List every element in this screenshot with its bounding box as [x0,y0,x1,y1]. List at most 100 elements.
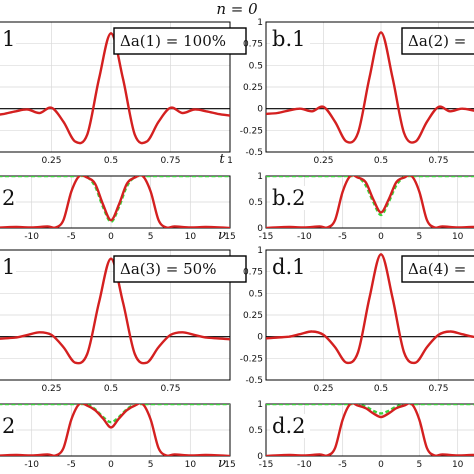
figure-title: n = 0 [216,0,258,18]
y-tick-label: -0.25 [240,354,263,364]
series-signal-line [266,404,474,456]
series-group [266,404,474,456]
x-tick-label: 0 [378,460,384,470]
x-tick-label: 0.75 [160,384,180,394]
panels: 0.25 0.5 0.75 1t1 Δa(1) = 100%0.25 0.5 0.75-0.… [0,18,474,471]
delta-box-label: Δa(1) = 100% [120,32,226,50]
series-signal-line [266,176,474,228]
delta-box [113,255,247,283]
panel-a1: 0.25 0.5 0.75 1t1 Δa(1) = 100% [0,21,247,167]
x-axis-label: ν [218,228,226,243]
x-tick-label: -5 [338,460,347,470]
series-reference-line [0,404,230,424]
series-group [266,253,474,365]
x-tick-label: 0 [378,232,384,242]
x-tick-label: 0.5 [374,156,388,166]
x-tick-label: -15 [259,460,274,470]
series-signal-line [0,257,230,365]
x-tick-label: 0.75 [160,156,180,166]
x-tick-label: 10 [185,460,197,470]
panel-label-bg [0,414,16,438]
x-tick-label: -10 [24,232,39,242]
plot-frame [265,403,474,457]
series-group [0,176,230,228]
panel-label: d.2 [272,414,305,438]
x-tick-label: -10 [24,460,39,470]
x-tick-label: 5 [416,232,422,242]
x-tick-label: 15 [224,232,235,242]
y-tick-label: 0.25 [243,83,263,93]
y-tick-label: 0.75 [243,268,263,278]
delta-box-label: Δa(4) = [408,260,466,278]
x-tick-label: 0 [108,232,114,242]
x-tick-label: 15 [224,460,235,470]
y-tick-label: 0.25 [243,311,263,321]
panel-label: d.1 [272,255,305,279]
delta-box-label: Δa(3) = 50% [120,260,216,278]
plot-frame [0,249,231,381]
x-tick-label: -10 [297,460,312,470]
x-tick-label: 0.5 [374,384,388,394]
series-signal-line [0,32,230,145]
y-tick-label: 0 [257,452,263,462]
y-tick-label: -0.5 [245,148,263,158]
y-tick-label: 0.5 [249,61,263,71]
panel-label: 1 [2,255,15,279]
delta-box [401,27,474,55]
series-group [266,31,474,144]
series-group [0,404,230,456]
x-tick-label: 10 [452,460,464,470]
panel-label: 1 [2,27,15,51]
y-tick-label: 1 [257,172,263,182]
x-tick-label: 5 [148,460,154,470]
y-tick-label: -0.5 [245,376,263,386]
panel-b1: 0.25 0.5 0.75 -0.5 -0.25 0 0.25 0.5 0.75 1 b.1 Δa(2… [240,18,474,166]
plot-frame [0,175,231,229]
panel-b2: -15 -10 -5 0 5 10 0 0.5 1 b.2 [249,172,474,242]
y-tick-label: 0 [257,224,263,234]
x-tick-label: -5 [67,460,76,470]
panel-label: 2 [2,414,15,438]
x-axis-label: t [219,152,225,167]
series-group [0,257,230,365]
y-tick-label: 0.5 [249,289,263,299]
x-tick-label: 0.5 [104,384,118,394]
x-tick-label: -10 [297,232,312,242]
panel-c1: 0.25 0.5 0.75 1 Δa(3) = 50% [0,249,247,394]
series-reference-line [266,176,474,217]
panel-label-bg [0,27,16,51]
series-signal-line [266,253,474,365]
y-tick-label: 0.5 [249,198,263,208]
x-tick-label: 0 [108,460,114,470]
x-tick-label: 0.25 [313,156,333,166]
series-signal-line [266,31,474,144]
series-signal-line [0,404,230,456]
x-tick-label: 0.25 [41,384,61,394]
series-signal-line [0,176,230,228]
plot-frame [0,403,231,457]
panel-label-bg [270,186,310,210]
x-tick-label: 0.25 [313,384,333,394]
y-tick-label: 1 [257,18,263,28]
panel-label-bg [0,255,16,279]
delta-box [113,27,247,55]
panel-d1: 0.25 0.5 0.75 -0.5 -0.25 0 0.25 0.5 0.75 1 d.1 Δa(4… [240,246,474,394]
x-tick-label: -15 [259,232,274,242]
x-tick-label: 1 [227,156,233,166]
x-tick-label: 0.25 [41,156,61,166]
y-tick-label: 0.5 [249,426,263,436]
y-tick-label: 0.75 [243,40,263,50]
series-group [266,176,474,228]
x-tick-label: -5 [67,232,76,242]
x-tick-label: 5 [416,460,422,470]
x-tick-label: 10 [185,232,197,242]
plot-frame [265,175,474,229]
x-tick-label: 0.5 [104,156,118,166]
y-tick-label: 0 [257,333,263,343]
delta-box-label: Δa(2) = [408,32,466,50]
y-tick-label: -0.25 [240,126,263,136]
x-tick-label: -5 [338,232,347,242]
plot-frame [0,21,231,153]
panel-label-bg [270,27,310,51]
